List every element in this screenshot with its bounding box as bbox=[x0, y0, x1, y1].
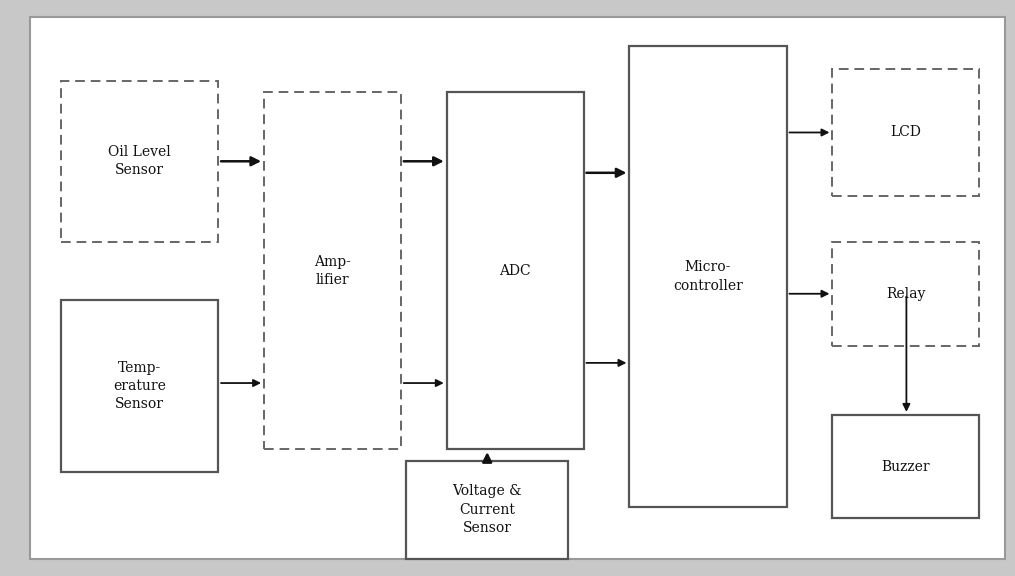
Bar bbox=[61, 81, 218, 242]
Bar bbox=[832, 69, 979, 196]
Bar bbox=[832, 415, 979, 518]
Text: Voltage &
Current
Sensor: Voltage & Current Sensor bbox=[453, 484, 522, 535]
Bar bbox=[61, 300, 218, 472]
Text: Oil Level
Sensor: Oil Level Sensor bbox=[109, 145, 171, 177]
Bar bbox=[629, 46, 787, 507]
Text: Amp-
lifier: Amp- lifier bbox=[314, 255, 351, 287]
Text: LCD: LCD bbox=[890, 126, 922, 139]
Text: ADC: ADC bbox=[499, 264, 531, 278]
Text: Micro-
controller: Micro- controller bbox=[673, 260, 743, 293]
Text: Relay: Relay bbox=[886, 287, 926, 301]
Bar bbox=[447, 92, 584, 449]
Text: Temp-
erature
Sensor: Temp- erature Sensor bbox=[113, 361, 166, 411]
Bar bbox=[264, 92, 401, 449]
Bar bbox=[406, 461, 568, 559]
Text: Buzzer: Buzzer bbox=[882, 460, 930, 473]
Bar bbox=[832, 242, 979, 346]
